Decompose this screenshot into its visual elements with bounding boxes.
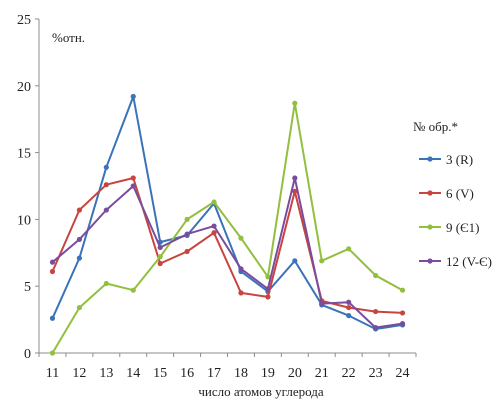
data-point bbox=[130, 287, 136, 293]
data-point bbox=[319, 258, 325, 264]
data-point bbox=[103, 207, 109, 213]
x-tick-label: 11 bbox=[46, 366, 59, 381]
series-3 bbox=[49, 100, 406, 356]
x-tick-label: 22 bbox=[342, 366, 356, 381]
data-point bbox=[49, 350, 56, 356]
series-line bbox=[51, 177, 403, 314]
legend-title: № обр.* bbox=[413, 119, 458, 134]
data-point bbox=[130, 175, 136, 181]
x-tick-label: 24 bbox=[396, 366, 410, 381]
data-point bbox=[238, 266, 244, 272]
axes: 0 5 10 15 20 25 11 12 13 14 15 16 17 18 19 20 21 22 23 24 bbox=[17, 13, 417, 381]
x-axis-label: число атомов углерода bbox=[198, 384, 323, 399]
data-point bbox=[399, 310, 406, 316]
series-line bbox=[51, 102, 403, 354]
data-point bbox=[184, 231, 190, 237]
x-tick-label: 20 bbox=[288, 366, 302, 381]
legend-label: 6 (V) bbox=[446, 186, 474, 201]
data-point bbox=[292, 188, 298, 194]
data-point bbox=[292, 100, 298, 106]
y-tick-label: 0 bbox=[24, 347, 31, 362]
x-tick-label: 16 bbox=[180, 366, 194, 381]
data-point bbox=[265, 286, 271, 292]
y-tick-label: 25 bbox=[17, 13, 31, 28]
x-tick-label: 21 bbox=[315, 366, 329, 381]
data-point bbox=[76, 304, 82, 311]
data-point bbox=[265, 294, 271, 300]
legend-item: 12 (V-Є) bbox=[419, 254, 492, 269]
legend-label: 3 (R) bbox=[446, 152, 473, 167]
data-point bbox=[211, 230, 217, 236]
data-point bbox=[373, 308, 379, 315]
x-tick-label: 14 bbox=[126, 366, 140, 381]
data-point bbox=[157, 244, 163, 251]
data-point bbox=[76, 255, 82, 261]
data-point bbox=[373, 325, 379, 331]
data-point bbox=[346, 312, 352, 319]
x-tick-label: 17 bbox=[207, 366, 221, 381]
data-point bbox=[157, 254, 163, 260]
series-line bbox=[51, 95, 403, 330]
data-point bbox=[130, 183, 136, 189]
legend-marker bbox=[427, 156, 433, 162]
series-4 bbox=[49, 175, 406, 331]
x-tick-label: 23 bbox=[369, 366, 383, 381]
y-tick-label: 5 bbox=[24, 280, 31, 295]
data-point bbox=[292, 175, 298, 181]
series-line bbox=[51, 177, 403, 329]
data-point bbox=[346, 304, 352, 311]
data-point bbox=[211, 223, 217, 229]
series-group bbox=[49, 93, 406, 356]
x-tick-label: 12 bbox=[72, 366, 86, 381]
legend-label: 12 (V-Є) bbox=[446, 254, 492, 269]
data-point bbox=[130, 93, 136, 100]
series-2 bbox=[49, 175, 406, 316]
data-point bbox=[238, 235, 244, 241]
data-point bbox=[157, 260, 163, 267]
y-tick-label: 10 bbox=[17, 213, 31, 228]
x-tick-label: 15 bbox=[153, 366, 167, 381]
y-axis-label: %отн. bbox=[52, 30, 85, 45]
legend-item: 3 (R) bbox=[419, 152, 473, 167]
legend-item: 6 (V) bbox=[419, 186, 474, 201]
data-point bbox=[346, 299, 352, 305]
x-tick-label: 13 bbox=[99, 366, 113, 381]
legend: 3 (R) 6 (V) 9 (Є1) 12 (V-Є) bbox=[419, 152, 492, 269]
data-point bbox=[238, 290, 244, 296]
data-point bbox=[399, 321, 406, 327]
y-tick-label: 20 bbox=[17, 80, 31, 95]
x-tick-label: 18 bbox=[234, 366, 248, 381]
data-point bbox=[265, 274, 271, 280]
data-point bbox=[49, 315, 56, 321]
y-tick-label: 15 bbox=[17, 147, 31, 162]
data-point bbox=[184, 216, 190, 222]
data-point bbox=[103, 164, 109, 170]
legend-marker bbox=[427, 224, 433, 230]
data-point bbox=[184, 248, 190, 255]
legend-marker bbox=[427, 258, 433, 264]
data-point bbox=[49, 268, 56, 275]
legend-item: 9 (Є1) bbox=[419, 220, 480, 235]
data-point bbox=[76, 207, 82, 213]
legend-marker bbox=[427, 190, 433, 196]
data-point bbox=[103, 280, 109, 287]
data-point bbox=[319, 300, 325, 307]
data-point bbox=[373, 272, 379, 279]
x-tick-label: 19 bbox=[261, 366, 275, 381]
data-point bbox=[103, 182, 109, 188]
data-point bbox=[292, 258, 298, 264]
data-point bbox=[76, 236, 82, 243]
legend-label: 9 (Є1) bbox=[446, 220, 480, 235]
data-point bbox=[346, 246, 352, 252]
data-point bbox=[211, 199, 217, 205]
data-point bbox=[399, 287, 406, 293]
data-point bbox=[49, 259, 56, 265]
